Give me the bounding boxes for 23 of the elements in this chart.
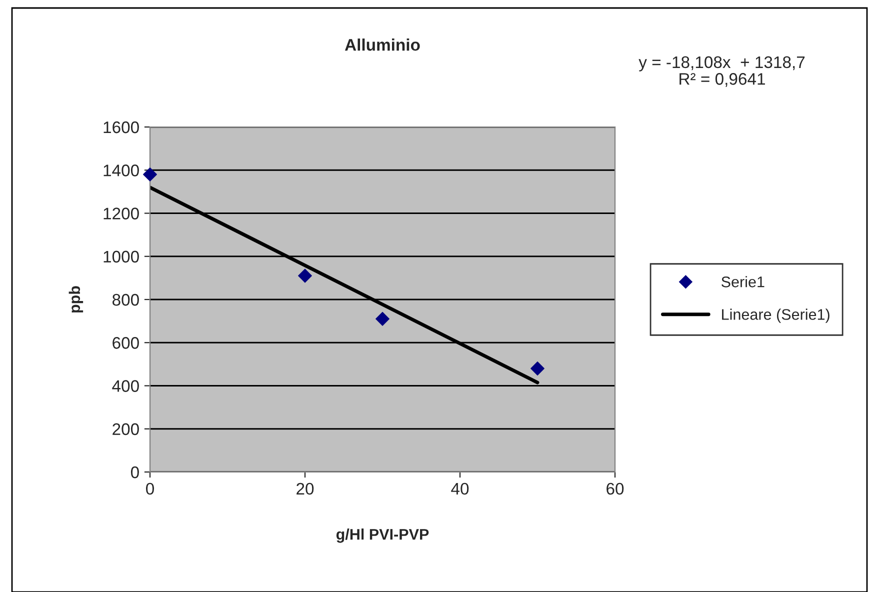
point — [298, 268, 312, 283]
point — [530, 362, 544, 376]
text: y = -18,108x + 1318,7 R² = 0,9641 — [638, 56, 805, 87]
point — [143, 167, 157, 182]
y-tick-label: 600 — [112, 337, 139, 349]
y-tick-label: 1600 — [104, 121, 139, 134]
y-tick-label: 800 — [112, 294, 139, 306]
point — [376, 312, 390, 326]
x-tick-label: 40 — [451, 482, 469, 495]
y-axis-title: ppb — [68, 286, 84, 312]
legend-label: Serie1 — [722, 276, 764, 288]
x-axis-title: g/Hl PVI-PVP — [336, 528, 429, 543]
legend-label: Lineare (Serie1) — [722, 308, 830, 323]
y-tick-label: 1200 — [104, 208, 139, 220]
y-tick-label: 1000 — [104, 250, 139, 263]
chart-title: Alluminio — [344, 38, 420, 51]
y-tick-label: 400 — [112, 380, 139, 392]
x-tick-label: 0 — [146, 482, 154, 495]
y-tick-label: 200 — [112, 423, 139, 436]
y-tick-label: 1400 — [104, 164, 139, 176]
y-tick-label: 0 — [130, 466, 139, 478]
x-tick-label: 20 — [296, 482, 314, 495]
x-tick-label: 60 — [606, 482, 624, 495]
